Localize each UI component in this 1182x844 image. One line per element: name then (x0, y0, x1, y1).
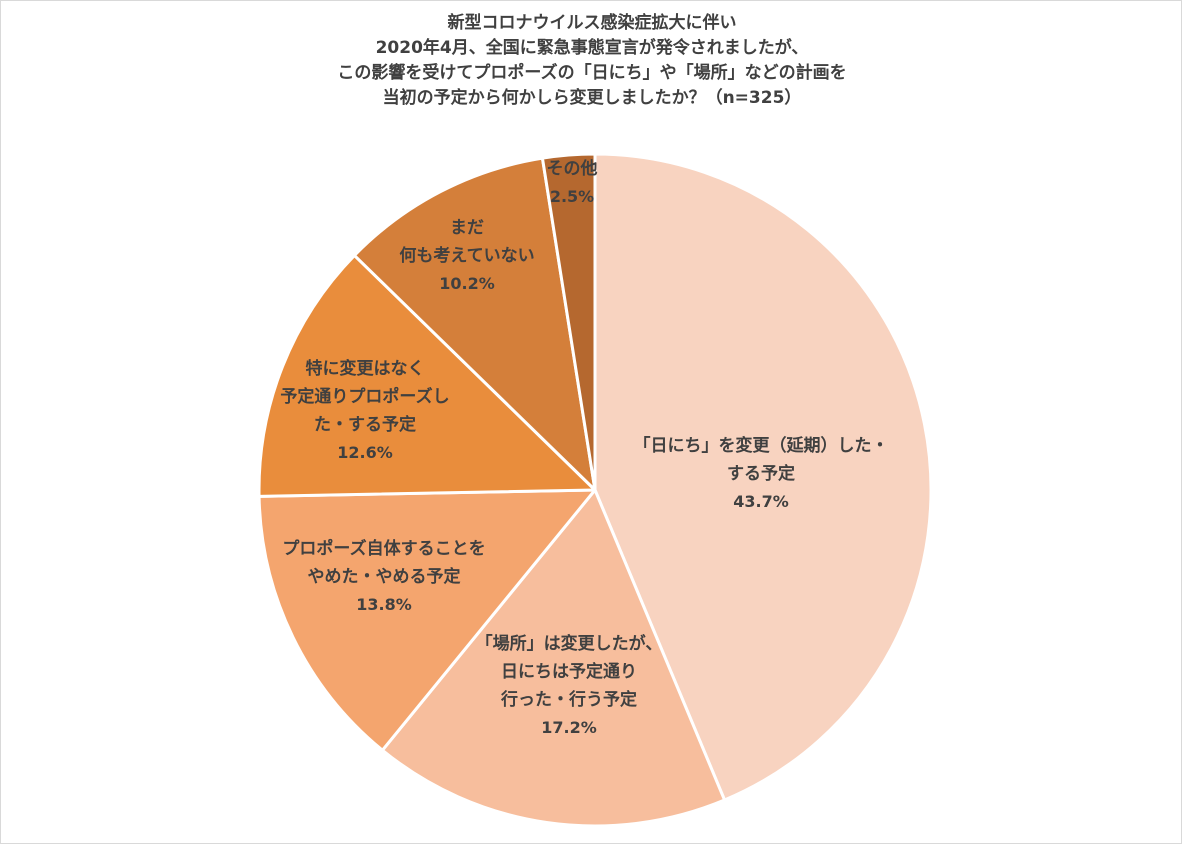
chart-title-line-2: 2020年4月、全国に緊急事態宣言が発令されましたが、 (375, 38, 809, 58)
slice-label-4-line-1: 特に変更はなく (306, 358, 425, 379)
slice-label-4-line-3: た・する予定 (314, 414, 416, 435)
slice-value-label-4: 12.6% (337, 443, 393, 462)
chart-title-line-4: 当初の予定から何かしら変更しましたか？（n=325） (382, 88, 802, 108)
pie-slice-1 (593, 152, 933, 802)
chart-title: 新型コロナウイルス感染症拡大に伴い 2020年4月、全国に緊急事態宣言が発令され… (1, 11, 1181, 111)
pie-slice-5 (352, 156, 597, 492)
slice-value-label-1: 43.7% (733, 492, 789, 511)
slice-value-label-3: 13.8% (356, 595, 412, 614)
slice-label-2-line-1: 「場所」は変更したが、 (476, 633, 663, 654)
slice-label-1: 「日にち」を変更（延期）した・する予定 43.7% (634, 435, 889, 511)
pie-slice-6 (540, 152, 597, 492)
slice-label-3-line-2: やめた・やめる予定 (308, 566, 461, 587)
slice-label-1-line-1: 「日にち」を変更（延期）した・ (634, 435, 889, 456)
slice-value-label-5: 10.2% (439, 274, 495, 293)
chart-title-line-3: この影響を受けてプロポーズの「日にち」や「場所」などの計画を (337, 63, 847, 83)
pie-slice-2 (380, 488, 727, 828)
slice-label-2-line-3: 行った・行う予定 (500, 689, 637, 710)
pie-slice-3 (257, 488, 597, 752)
slice-label-1-line-2: する予定 (727, 463, 795, 484)
slice-label-5-line-2: 何も考えていない (399, 245, 534, 266)
slice-label-5-line-1: まだ (450, 218, 484, 238)
pie-slice-4 (257, 253, 597, 498)
slice-value-label-6: 2.5% (550, 187, 594, 206)
slice-label-6: その他 2.5% (547, 158, 598, 206)
chart-title-line-1: 新型コロナウイルス感染症拡大に伴い (447, 13, 737, 33)
slice-label-2-line-2: 日にちは予定通り (501, 661, 637, 682)
slice-label-4-line-2: 予定通りプロポーズし (280, 386, 449, 407)
slice-label-6-line-1: その他 (547, 158, 598, 179)
slice-value-label-2: 17.2% (541, 718, 597, 737)
slice-label-3-line-1: プロポーズ自体することを (282, 538, 485, 559)
